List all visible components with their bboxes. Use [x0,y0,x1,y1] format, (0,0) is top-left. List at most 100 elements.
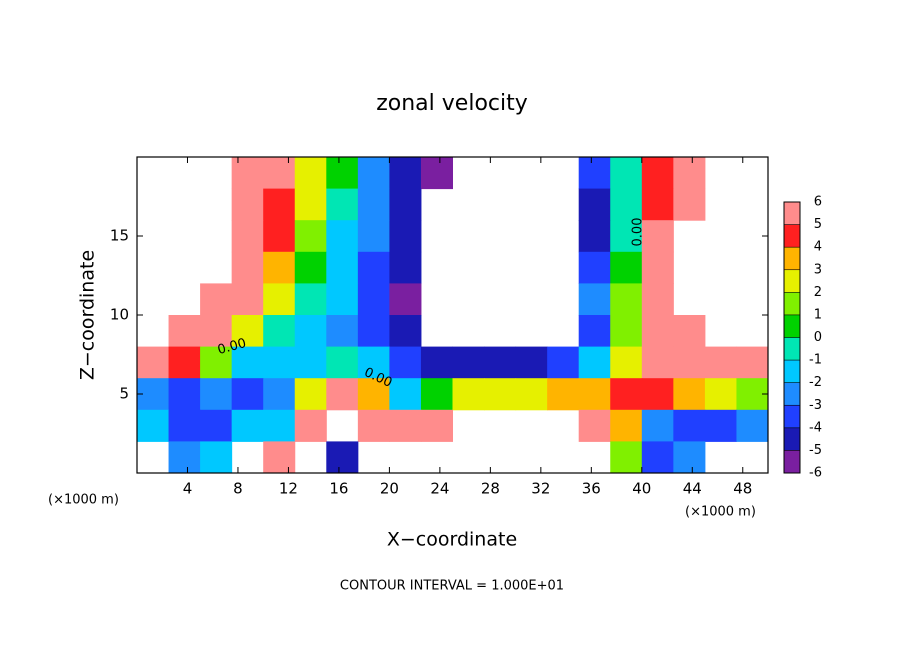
field-cell [326,378,359,411]
field-cell [231,283,264,316]
field-cell [168,315,201,348]
field-cell [420,157,453,190]
field-cell [294,378,327,411]
field-cell [610,441,643,474]
field-cell [641,441,674,474]
colorbar-tick-label: -5 [809,443,822,458]
field-cell [673,378,706,411]
field-cell [578,220,611,253]
field-cell [641,188,674,221]
field-cell [326,441,359,474]
field-cell [673,346,706,379]
x-tick-label: 12 [279,480,298,498]
field-cell [200,378,233,411]
x-tick-label: 8 [233,480,243,498]
field-cell [389,188,422,221]
field-cell [326,315,359,348]
field-cell [231,220,264,253]
field-cell [294,409,327,442]
colorbar-tick-label: -6 [809,466,822,481]
field-cell [704,378,737,411]
y-tick-label: 10 [110,306,129,324]
field-cell [168,346,201,379]
field-cell [641,283,674,316]
colorbar-tick-label: -2 [809,375,822,390]
field-cell [420,378,453,411]
field-cell [578,346,611,379]
field-cell [231,188,264,221]
field-cell [578,283,611,316]
field-cell [294,220,327,253]
field-cell [231,346,264,379]
field-cell [263,315,296,348]
field-cell [578,378,611,411]
colorbar-tick-label: 5 [814,217,822,232]
colorbar-band [784,360,800,383]
field-cell [357,409,390,442]
field-cell [168,378,201,411]
field-cell [231,157,264,190]
field-cell [200,441,233,474]
field-cell [578,188,611,221]
x-tick-label: 32 [531,480,550,498]
field-cell [578,315,611,348]
y-tick-label: 15 [110,227,129,245]
field-cell [263,441,296,474]
field-cell [736,346,769,379]
field-cell [200,283,233,316]
field-cell [168,441,201,474]
colorbar-band [784,427,800,451]
field-cell [673,409,706,442]
field-cell [137,346,170,379]
field-cell [610,251,643,284]
field-cell [641,346,674,379]
field-cell [294,188,327,221]
colorbar-tick-label: -4 [809,420,822,435]
field-cell [420,346,453,379]
field-cell [641,378,674,411]
colorbar-tick-label: 1 [814,307,822,322]
field-cell [452,378,485,411]
field-cell [610,378,643,411]
field-cell [263,251,296,284]
x-tick-label: 4 [183,480,193,498]
field-cell [484,378,517,411]
field-cell [357,251,390,284]
field-cell [673,315,706,348]
field-cell [704,409,737,442]
field-cell [673,157,706,190]
x-unit: (×1000 m) [685,505,756,520]
x-tick-label: 44 [683,480,702,498]
contour-label: 0.00 [216,336,248,358]
field-cell [263,157,296,190]
y-axis-label: Z−coordinate [77,250,99,380]
colorbar-band [784,314,800,338]
field-cell [357,188,390,221]
y-tick-label: 5 [119,385,129,403]
field-cell [515,378,548,411]
field-cell [389,283,422,316]
contour-label: 0.00 [631,218,646,247]
colorbar-tick-label: 3 [814,262,822,277]
field-cell [641,409,674,442]
field-cell [389,315,422,348]
field-cell [736,409,769,442]
field-cell [263,188,296,221]
colorbar-tick-label: 4 [814,240,822,255]
footer: CONTOUR INTERVAL = 1.000E+01 [340,579,564,594]
field-cell [610,409,643,442]
y-unit: (×1000 m) [48,493,119,508]
field-cell [294,283,327,316]
field-cell [673,441,706,474]
colorbar-band [784,292,800,315]
field-cell [326,220,359,253]
colorbar-band [784,382,800,406]
x-axis-label: X−coordinate [387,529,517,551]
colorbar-tick-label: -3 [809,398,822,413]
colorbar-band [784,224,800,248]
field-cell [389,220,422,253]
field-cell [389,346,422,379]
colorbar-band [784,247,800,270]
field-cell [294,157,327,190]
